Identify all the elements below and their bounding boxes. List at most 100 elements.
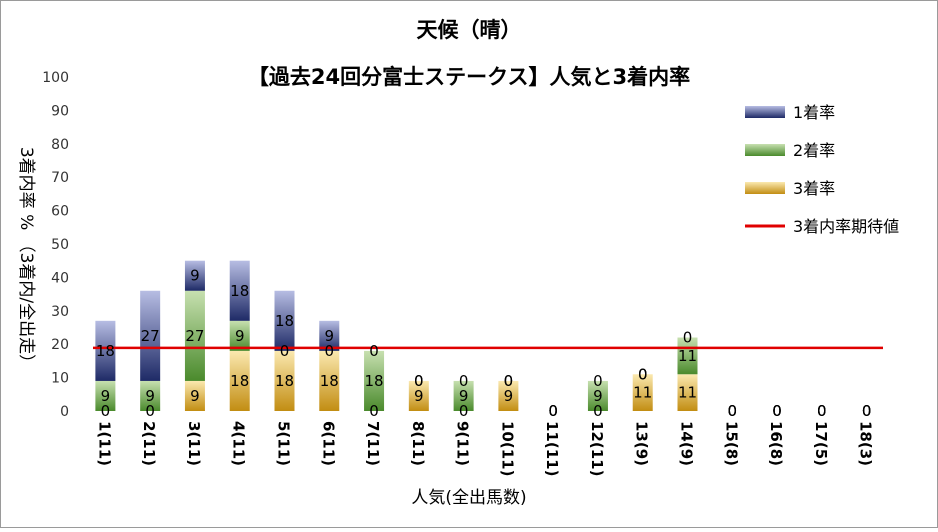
legend-label: 1着率 [793,103,835,122]
bar-segment [229,320,250,351]
data-label: 0 [145,402,155,420]
data-label: 18 [96,342,115,360]
data-label: 0 [414,372,424,390]
chart-title: 天候（晴） [417,18,522,42]
data-label: 18 [365,372,384,390]
bar-segment [229,350,250,411]
legend-label: 2着率 [793,141,835,160]
y-tick-label: 100 [42,70,69,86]
data-label: 0 [548,402,558,420]
x-tick-label: 18(3) [857,421,875,466]
data-label: 0 [459,372,469,390]
bar-segment [498,380,519,411]
x-axis: 1(11) 2(11) 3(11) 4(11) 5(11) 6(11) 7(11) 8(11)… [95,421,874,476]
data-label: 11 [678,384,697,402]
x-tick-label: 1(11) [95,421,113,466]
legend-swatch [745,106,785,118]
data-label: 0 [548,402,558,420]
x-axis-label: 人気(全出馬数) [411,488,526,508]
x-tick-label: 12(11) [588,421,606,476]
bar-segment [184,380,205,411]
data-label: 0 [593,402,603,420]
data-label: 9 [459,387,469,405]
y-tick-label: 30 [51,304,69,320]
bar-segment [319,350,340,411]
data-labels: 0918092792791891818018180901809000909000… [96,267,872,420]
data-label: 18 [275,312,294,330]
data-label: 9 [414,387,424,405]
data-label: 9 [190,387,200,405]
x-tick-label: 9(11) [454,421,472,466]
data-label: 11 [678,347,697,365]
bar-segment [184,290,205,381]
data-label: 0 [369,342,379,360]
data-label: 9 [235,327,245,345]
legend-swatch [745,182,785,194]
data-label: 0 [369,402,379,420]
bar-segment [274,290,295,351]
x-tick-label: 6(11) [319,421,337,466]
data-label: 0 [325,342,335,360]
data-label: 0 [817,402,827,420]
y-tick-label: 80 [51,137,69,153]
data-label: 0 [862,402,872,420]
legend-swatch [745,144,785,156]
x-tick-label: 11(11) [543,421,561,476]
legend: 1着率 2着率 3着率 3着内率期待値 [745,103,899,236]
y-tick-label: 40 [51,270,69,286]
bar-segment [274,350,295,411]
x-tick-label: 16(8) [767,421,785,466]
data-label: 0 [728,402,738,420]
y-axis-label: 3着内率 % （3着内/全出走） [16,147,36,371]
bar-segment [140,380,161,411]
x-tick-label: 10(11) [498,421,516,476]
bars [95,260,698,411]
y-tick-label: 0 [60,404,69,420]
data-label: 0 [459,402,469,420]
x-tick-label: 4(11) [230,421,248,466]
x-tick-label: 15(8) [722,421,740,466]
data-label: 0 [638,365,648,383]
x-tick-label: 5(11) [275,421,293,466]
data-label: 9 [504,387,514,405]
x-tick-label: 3(11) [185,421,203,466]
data-label: 27 [185,327,204,345]
x-tick-label: 2(11) [140,421,158,466]
data-label: 0 [772,402,782,420]
y-tick-label: 90 [51,103,69,119]
y-tick-label: 50 [51,237,69,253]
data-label: 9 [145,387,155,405]
data-label: 0 [817,402,827,420]
y-tick-label: 10 [51,371,69,387]
data-label: 0 [593,372,603,390]
data-label: 0 [862,402,872,420]
data-label: 0 [772,402,782,420]
y-axis: 0 10 20 30 40 50 60 70 80 90 100 [42,70,69,420]
bar-segment [95,320,116,381]
data-label: 0 [772,402,782,420]
bar-segment [95,380,116,411]
data-label: 18 [230,372,249,390]
data-label: 0 [101,402,111,420]
data-label: 27 [141,327,160,345]
bar-segment [453,380,474,411]
data-label: 18 [275,372,294,390]
bar-segment [677,374,698,411]
bar-segment [587,380,608,411]
bar-segment [364,350,385,411]
data-label: 18 [230,282,249,300]
x-tick-label: 13(9) [633,421,651,466]
x-tick-label: 14(9) [678,421,696,466]
y-tick-label: 20 [51,337,69,353]
bar-segment [632,374,653,411]
data-label: 9 [593,387,603,405]
data-label: 9 [325,327,335,345]
data-label: 11 [633,384,652,402]
data-label: 9 [190,267,200,285]
data-label: 0 [728,402,738,420]
bar-segment [140,290,161,381]
data-label: 0 [862,402,872,420]
data-label: 0 [280,342,290,360]
data-label: 0 [817,402,827,420]
